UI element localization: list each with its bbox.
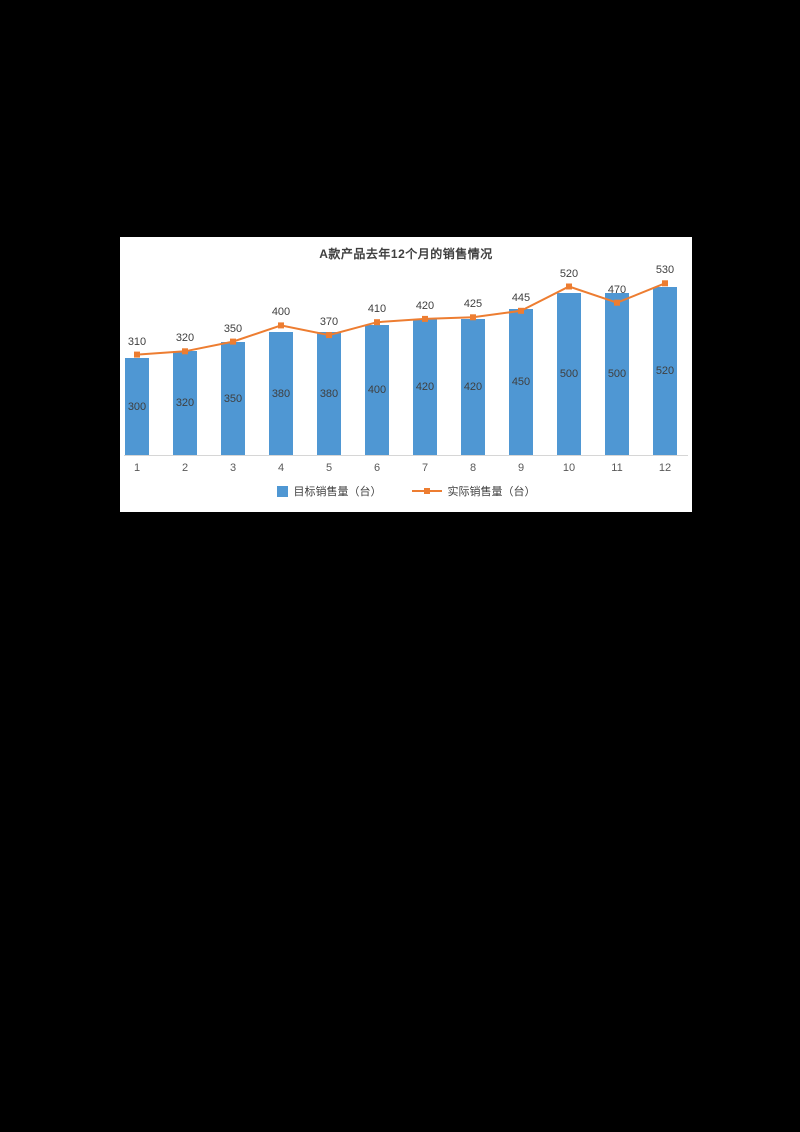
line-point-marker	[134, 351, 140, 358]
x-tick-label: 12	[658, 462, 672, 474]
line-value-label: 410	[367, 303, 387, 316]
x-tick-label: 1	[133, 462, 141, 474]
legend-item-actual: 实际销售量（台）	[411, 483, 536, 499]
x-tick-label: 9	[517, 462, 525, 474]
bar-value-label: 500	[559, 368, 579, 380]
line-value-label: 530	[655, 264, 675, 277]
line-point-marker	[566, 283, 572, 290]
legend-item-target: 目标销售量（台）	[276, 483, 382, 499]
x-tick-label: 8	[469, 462, 477, 474]
legend-label-target: 目标销售量（台）	[293, 486, 382, 498]
bar-value-label: 420	[415, 381, 435, 393]
bar-value-label: 400	[367, 384, 387, 396]
bar-value-label: 320	[175, 397, 195, 409]
bar-value-label: 350	[223, 392, 243, 405]
x-tick-label: 5	[325, 462, 333, 474]
line-swatch-icon	[411, 488, 442, 494]
chart-panel: A款产品去年12个月的销售情况 300 1 310 320 2 320 350 3 350 380…	[120, 237, 692, 512]
bar-swatch-icon	[276, 485, 288, 497]
bar-value-label: 450	[511, 376, 531, 388]
line-value-label: 520	[559, 267, 579, 280]
bar-value-label: 380	[271, 387, 291, 400]
bar-value-label: 500	[607, 368, 627, 380]
line-value-label: 350	[223, 322, 243, 335]
chart-plot-area: 300 1 310 320 2 320 350 3 350 380 4 400 380 5 370 400 6 4…	[120, 237, 692, 512]
bar-value-label: 380	[319, 387, 339, 400]
x-tick-label: 10	[562, 462, 576, 474]
x-tick-label: 3	[229, 462, 237, 474]
line-value-label: 470	[607, 283, 627, 296]
line-value-label: 370	[319, 316, 339, 329]
x-tick-label: 11	[611, 462, 623, 474]
line-point-marker	[662, 280, 668, 287]
legend-label-actual: 实际销售量（台）	[447, 486, 536, 498]
bar-month-3	[221, 342, 245, 455]
bar-value-label: 520	[655, 365, 675, 377]
bar-value-label: 420	[463, 381, 483, 393]
line-value-label: 445	[511, 291, 531, 304]
x-axis-line	[124, 455, 688, 456]
bar-value-label: 300	[127, 400, 147, 413]
chart-title: A款产品去年12个月的销售情况	[319, 247, 493, 261]
line-value-label: 400	[271, 306, 291, 319]
line-value-label: 420	[415, 299, 435, 312]
x-tick-label: 4	[277, 462, 285, 474]
x-tick-label: 6	[373, 462, 381, 474]
line-point-marker	[278, 322, 284, 329]
x-tick-label: 2	[181, 462, 189, 474]
line-value-label: 320	[175, 332, 195, 345]
bar-month-1	[125, 358, 149, 455]
line-value-label: 310	[127, 335, 147, 348]
chart-legend: 目标销售量（台） 实际销售量（台）	[120, 483, 692, 499]
bar-month-2	[173, 351, 197, 455]
x-tick-label: 7	[421, 462, 429, 474]
line-value-label: 425	[463, 298, 483, 311]
